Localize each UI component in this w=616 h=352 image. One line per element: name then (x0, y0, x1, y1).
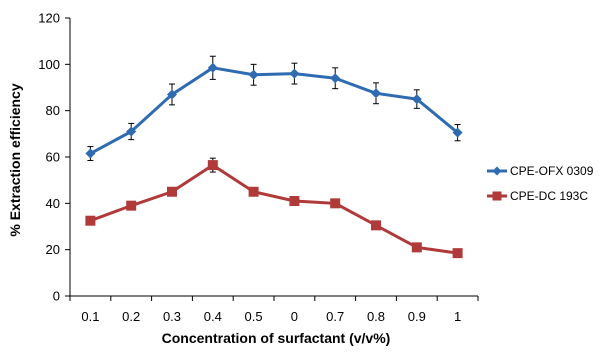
x-tick-label: 0.2 (122, 309, 140, 324)
data-point (167, 186, 177, 197)
data-point (330, 198, 341, 209)
data-point (411, 94, 422, 105)
x-tick-label: 0.4 (204, 309, 222, 324)
y-axis-title: % Extraction efficiency (7, 83, 23, 236)
data-point (85, 215, 96, 226)
series-1 (85, 55, 463, 161)
series-line (89, 66, 459, 155)
data-point (452, 127, 463, 138)
legend-marker (492, 191, 502, 201)
data-point (330, 73, 341, 84)
legend-label: CPE-OFX 0309 (510, 164, 594, 178)
data-point (248, 69, 259, 80)
y-tick-label: 20 (46, 242, 60, 257)
x-tick-label: 0.3 (163, 309, 181, 324)
data-point (248, 186, 259, 197)
x-tick-label: 0.9 (408, 309, 426, 324)
x-tick-label: 0.8 (367, 309, 385, 324)
y-tick-label: 80 (46, 103, 60, 118)
legend-item: CPE-DC 193C (487, 189, 588, 203)
x-tick-label: 0.5 (245, 309, 263, 324)
x-tick-label: 0 (291, 309, 298, 324)
legend-label: CPE-DC 193C (510, 189, 588, 203)
data-point (167, 89, 177, 100)
y-tick-label: 0 (53, 289, 60, 304)
data-point (207, 62, 218, 73)
y-axis: 0 20 40 60 80 100 120 (38, 11, 71, 304)
legend-item: CPE-OFX 0309 (487, 164, 594, 178)
data-point (85, 148, 96, 159)
legend-marker (492, 166, 502, 176)
data-point (371, 88, 381, 99)
y-tick-label: 40 (46, 196, 60, 211)
data-point (371, 220, 381, 231)
x-tick-label: 0.1 (81, 309, 99, 324)
data-point (411, 242, 422, 253)
data-point (126, 126, 137, 137)
data-point (207, 160, 218, 171)
x-tick-label: 1 (454, 309, 461, 324)
y-tick-label: 60 (46, 150, 60, 165)
legend: CPE-OFX 0309 CPE-DC 193C (487, 164, 594, 203)
x-tick-label: 0.7 (326, 309, 344, 324)
data-point (289, 68, 300, 79)
x-axis-title: Concentration of surfactant (v/v%) (162, 330, 391, 346)
data-point (452, 248, 463, 259)
x-axis: 0.1 0.2 0.3 0.4 0.5 0 0.7 0.8 0.9 1 (69, 295, 479, 324)
series-line (89, 163, 458, 255)
y-tick-label: 120 (38, 11, 60, 26)
data-point (126, 200, 137, 211)
y-tick-label: 100 (38, 57, 60, 72)
series-layer (85, 55, 463, 259)
series-2 (85, 157, 463, 259)
data-point (289, 196, 300, 207)
